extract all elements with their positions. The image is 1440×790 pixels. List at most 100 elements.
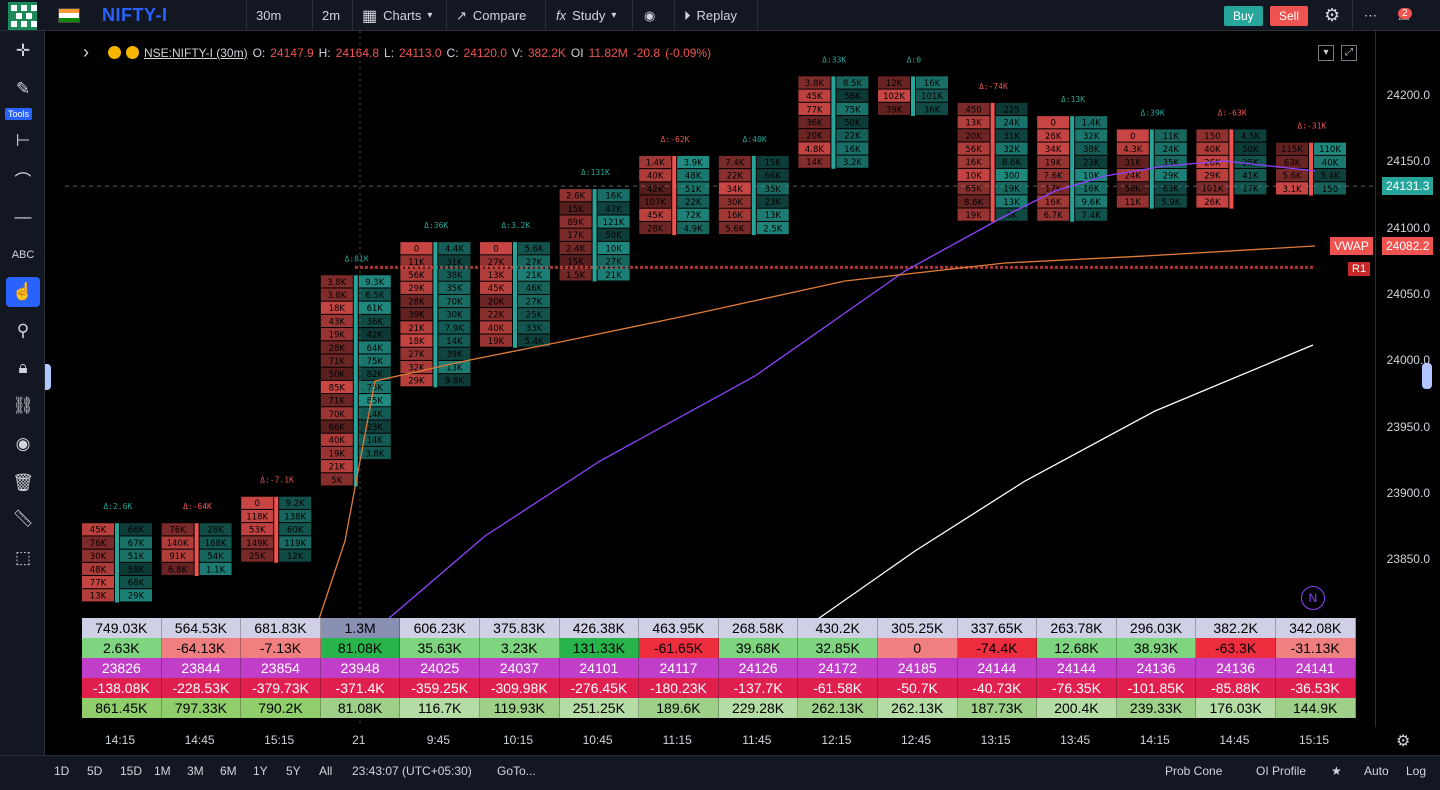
right-scroll-handle[interactable] bbox=[1422, 363, 1432, 389]
ask-value: 17K bbox=[1242, 185, 1259, 195]
cursor-tool[interactable]: ☝ bbox=[6, 277, 40, 307]
ask-value: 38K bbox=[446, 271, 463, 281]
bid-cell bbox=[320, 460, 353, 473]
footprint-candle[interactable]: Δ:3.2K 0 5.6K 27K 27K 13K 21K 45K 46K 20K 27K 22K 25… bbox=[480, 221, 550, 348]
ask-value: 4.5K bbox=[1241, 132, 1261, 142]
oi-profile-button[interactable]: OI Profile bbox=[1256, 764, 1307, 778]
notifications-button[interactable]: ⚠ 2 bbox=[1390, 0, 1418, 31]
ask-cell bbox=[518, 255, 550, 268]
range-button-1y[interactable]: 1Y bbox=[253, 764, 268, 778]
footprint-candle[interactable]: Δ:-74K 450 225 13K 24K 20K 31K 56K 32K 16K 8.6K 10K… bbox=[957, 82, 1028, 222]
time-axis[interactable]: 14:15 14:45 15:15 21 9:45 10:15 10:45 11:15 11:4… bbox=[45, 727, 1375, 755]
interval-button[interactable]: 30m bbox=[248, 0, 289, 31]
sell-button[interactable]: Sell bbox=[1262, 0, 1316, 31]
range-button-1m[interactable]: 1M bbox=[154, 764, 171, 778]
range-button-all[interactable]: All bbox=[319, 764, 333, 778]
footprint-candle[interactable]: Δ:-31K 115K 110K 63K 40K 5.6K 5.4K 3.1K 150 bbox=[1276, 122, 1346, 196]
range-button-6m[interactable]: 6M bbox=[220, 764, 237, 778]
footprint-candle[interactable]: Δ:40K 7.4K 15K 22K 66K 34K 35K 30K 23K 16K 13K 5.6K… bbox=[718, 135, 789, 236]
delete-tool[interactable]: 🗑︎ bbox=[6, 468, 40, 498]
buy-label: Buy bbox=[1224, 5, 1263, 26]
bid-cell bbox=[1037, 155, 1070, 168]
time-tick: 15:15 bbox=[1298, 733, 1330, 747]
ask-cell bbox=[358, 301, 391, 314]
app-logo[interactable] bbox=[0, 0, 45, 31]
visibility-tool[interactable]: ◉ bbox=[6, 429, 40, 459]
charts-button[interactable]: ▦ Charts ▾ bbox=[354, 0, 440, 31]
goto-button[interactable]: GoTo... bbox=[497, 764, 536, 778]
footprint-candle[interactable]: Δ:-62K 1.4K 3.9K 40K 48K 42K 51K 107K 22K 45K 72K 2… bbox=[639, 135, 710, 236]
horizontal-line-tool[interactable]: — bbox=[6, 202, 40, 232]
footprint-candle[interactable]: Δ:2.6K 45K 66K 76K 67K 30K 51K 48K 58K 77K 68K 13K 2… bbox=[82, 502, 152, 603]
trend-tool[interactable]: ⊢ bbox=[6, 126, 40, 156]
chart-options-button[interactable]: ▾ bbox=[1318, 45, 1334, 61]
ask-cell bbox=[677, 169, 710, 182]
last-price-label: 24131.3 bbox=[1382, 177, 1434, 196]
fullscreen-button[interactable]: ⤢ bbox=[1341, 45, 1357, 61]
range-button-5y[interactable]: 5Y bbox=[286, 764, 301, 778]
replay-button[interactable]: ⏵ Replay bbox=[676, 0, 745, 31]
bid-value: 56K bbox=[965, 145, 982, 155]
text-tool[interactable]: ABC bbox=[6, 240, 40, 270]
left-scroll-handle[interactable] bbox=[45, 364, 51, 390]
indicator-cell: 119.93K bbox=[479, 698, 560, 718]
screenshot-tool[interactable]: ⬚ bbox=[6, 543, 40, 573]
pattern-tool[interactable]: ⌒ bbox=[6, 164, 40, 194]
crosshair-tool[interactable]: ✛ bbox=[6, 36, 40, 66]
indicator-cell: -76.35K bbox=[1037, 678, 1117, 698]
settings-button[interactable]: ⚙ bbox=[1316, 0, 1348, 31]
ask-cell bbox=[836, 155, 869, 168]
collapse-chevron-icon[interactable]: › bbox=[83, 42, 89, 62]
compare-button[interactable]: ↗ Compare bbox=[448, 0, 534, 31]
log-scale-button[interactable]: Log bbox=[1406, 764, 1427, 778]
bid-cell bbox=[82, 576, 114, 589]
footprint-candle[interactable]: Δ:-64K 76K 28K 140K 168K 91K 54K 6.8K 1.1K bbox=[161, 502, 232, 577]
bid-cell bbox=[798, 115, 831, 129]
bid-cell bbox=[400, 281, 433, 294]
footprint-candle[interactable]: Δ:0 12K 16K 102K 101K 39K 36K bbox=[878, 55, 948, 116]
range-button-5d[interactable]: 5D bbox=[87, 764, 103, 778]
footprint-candle[interactable]: Δ:-7.1K 0 9.2K 118K 138K 53K 60K 149K 119K 25K 12K bbox=[241, 476, 312, 563]
range-button-15d[interactable]: 15D bbox=[120, 764, 143, 778]
footprint-candle[interactable]: Δ:39K 0 11K 4.3K 24K 31K 35K 24K 29K 58K 63K 11K 5.9… bbox=[1116, 108, 1187, 209]
footprint-candle[interactable]: Δ:81K 3.8K 9.3K 3.8K 6.5K 18K 61K 43K 36K 19K 42K 2… bbox=[320, 254, 391, 487]
ruler-tool[interactable]: 📏︎ bbox=[6, 504, 40, 534]
favorite-star-icon[interactable]: ★ bbox=[1331, 764, 1342, 778]
ask-cell bbox=[120, 536, 152, 549]
magnet-tool[interactable]: ⚲ bbox=[6, 316, 40, 346]
legend-symbol[interactable]: NSE:NIFTY-I (30m) bbox=[144, 45, 248, 60]
ask-value: 9.8K bbox=[445, 377, 465, 387]
lock-tool[interactable]: 🔒︎ bbox=[6, 353, 40, 383]
camera-button[interactable]: ◉ bbox=[636, 0, 663, 31]
link-tool[interactable]: ⛓ bbox=[6, 391, 40, 421]
ask-value: 16K bbox=[605, 192, 622, 202]
ask-cell bbox=[358, 367, 391, 380]
auto-scale-button[interactable]: Auto bbox=[1364, 764, 1389, 778]
bid-cell bbox=[82, 523, 114, 536]
bid-value: 21K bbox=[329, 463, 346, 473]
n-marker-icon[interactable]: N bbox=[1301, 586, 1325, 610]
symbol-search[interactable]: NIFTY-I bbox=[50, 0, 176, 31]
footprint-candle[interactable]: Δ:36K 0 4.4K 11K 31K 56K 38K 29K 35K 28K 70K 39K 30K… bbox=[400, 221, 471, 388]
ask-value: 22K bbox=[844, 132, 861, 142]
pencil-tool[interactable]: ✎ bbox=[6, 74, 40, 104]
footprint-candle[interactable]: Δ:13K 0 1.4K 26K 32K 34K 38K 19K 23K 7.6K 10K 17K 16… bbox=[1037, 95, 1108, 222]
pencil-icon: ✎ bbox=[15, 79, 31, 98]
interval2-button[interactable]: 2m bbox=[314, 0, 348, 31]
study-button[interactable]: fx Study ▾ bbox=[548, 0, 624, 31]
ask-cell bbox=[358, 433, 391, 446]
more-button[interactable]: ⋯ bbox=[1356, 0, 1385, 31]
bid-value: 6.8K bbox=[168, 565, 188, 575]
ask-cell bbox=[358, 314, 391, 328]
footprint-candle[interactable]: Δ:33K 3.8K 8.5K 45K 58K 77K 75K 36K 50K 20K 22K 4.8… bbox=[798, 55, 869, 169]
bid-value: 17K bbox=[567, 231, 584, 241]
chart-canvas[interactable]: Δ:2.6K 45K 66K 76K 67K 30K 51K 48K 58K 77K 68K 13K 2… bbox=[45, 31, 1375, 727]
buy-button[interactable]: Buy bbox=[1216, 0, 1271, 31]
prob-cone-button[interactable]: Prob Cone bbox=[1165, 764, 1223, 778]
footprint-candle[interactable]: Δ:131K 2.6K 16K 15K 47K 89K 121K 17K 50K 2.4K 10K 1… bbox=[559, 168, 630, 282]
axis-settings-button[interactable]: ⚙ bbox=[1396, 731, 1410, 751]
range-button-3m[interactable]: 3M bbox=[187, 764, 204, 778]
range-button-1d[interactable]: 1D bbox=[54, 764, 70, 778]
price-axis[interactable]: 24200.0 24150.0 24100.0 24050.0 24000.0 23950… bbox=[1375, 31, 1440, 727]
